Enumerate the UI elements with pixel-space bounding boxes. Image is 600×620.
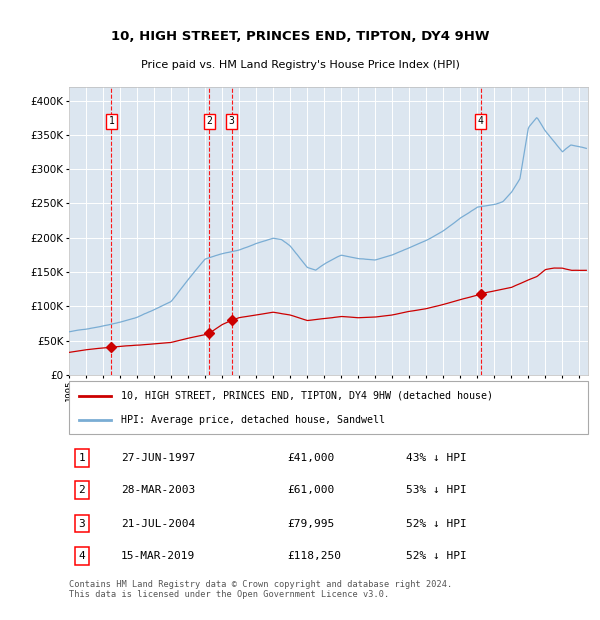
Text: 2: 2 — [79, 485, 85, 495]
Text: 28-MAR-2003: 28-MAR-2003 — [121, 485, 195, 495]
Text: 4: 4 — [478, 116, 484, 126]
Text: HPI: Average price, detached house, Sandwell: HPI: Average price, detached house, Sand… — [121, 415, 385, 425]
Text: 4: 4 — [79, 551, 85, 560]
Text: 53% ↓ HPI: 53% ↓ HPI — [406, 485, 467, 495]
Text: 2: 2 — [206, 116, 212, 126]
FancyBboxPatch shape — [69, 381, 588, 434]
Text: 10, HIGH STREET, PRINCES END, TIPTON, DY4 9HW (detached house): 10, HIGH STREET, PRINCES END, TIPTON, DY… — [121, 391, 493, 401]
Text: 3: 3 — [229, 116, 235, 126]
Text: 43% ↓ HPI: 43% ↓ HPI — [406, 453, 467, 463]
Text: 10, HIGH STREET, PRINCES END, TIPTON, DY4 9HW: 10, HIGH STREET, PRINCES END, TIPTON, DY… — [111, 30, 489, 43]
Text: £79,995: £79,995 — [287, 518, 334, 529]
Text: 1: 1 — [109, 116, 115, 126]
Text: £118,250: £118,250 — [287, 551, 341, 560]
Text: Contains HM Land Registry data © Crown copyright and database right 2024.
This d: Contains HM Land Registry data © Crown c… — [69, 580, 452, 599]
Text: £61,000: £61,000 — [287, 485, 334, 495]
Text: 52% ↓ HPI: 52% ↓ HPI — [406, 518, 467, 529]
Text: £41,000: £41,000 — [287, 453, 334, 463]
Text: 52% ↓ HPI: 52% ↓ HPI — [406, 551, 467, 560]
Text: Price paid vs. HM Land Registry's House Price Index (HPI): Price paid vs. HM Land Registry's House … — [140, 60, 460, 70]
Text: 21-JUL-2004: 21-JUL-2004 — [121, 518, 195, 529]
Text: 3: 3 — [79, 518, 85, 529]
Text: 15-MAR-2019: 15-MAR-2019 — [121, 551, 195, 560]
Text: 27-JUN-1997: 27-JUN-1997 — [121, 453, 195, 463]
Text: 1: 1 — [79, 453, 85, 463]
